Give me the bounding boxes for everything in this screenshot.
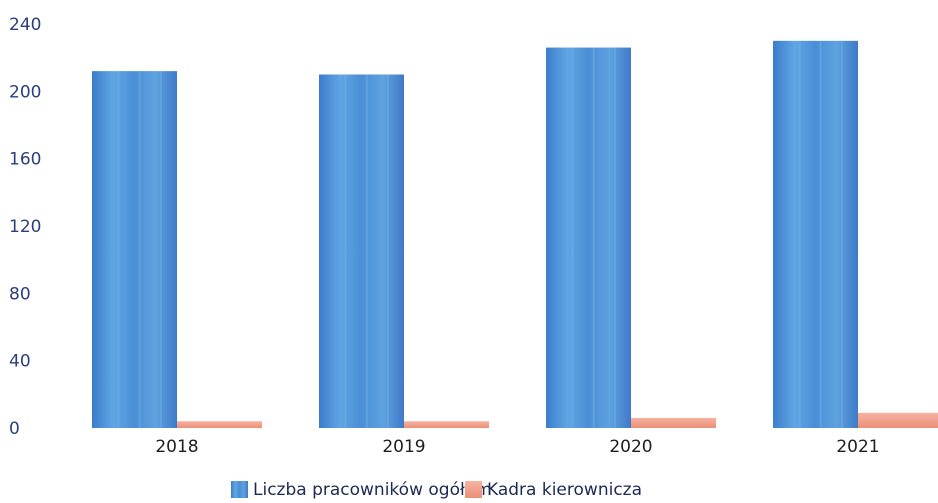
x-tick-label: 2018 bbox=[155, 437, 198, 457]
bar-texture bbox=[841, 40, 843, 428]
bar-texture bbox=[344, 74, 347, 428]
y-tick-label: 0 bbox=[9, 419, 20, 439]
y-tick-label: 240 bbox=[9, 15, 41, 35]
bar-management bbox=[177, 421, 262, 428]
x-tick-label: 2021 bbox=[836, 437, 879, 457]
bar-texture bbox=[571, 47, 574, 429]
y-tick-label: 160 bbox=[9, 150, 41, 170]
legend-swatch bbox=[465, 481, 482, 498]
bar-texture bbox=[117, 71, 120, 428]
bar-texture bbox=[614, 47, 616, 429]
x-tick-label: 2019 bbox=[382, 437, 425, 457]
bar-total-employees bbox=[319, 74, 404, 428]
bar-texture bbox=[160, 71, 162, 428]
bar-texture bbox=[138, 71, 141, 428]
y-axis: 0 40 80 120 160 200 240 bbox=[9, 15, 41, 439]
legend-swatch bbox=[231, 481, 248, 498]
bar-texture bbox=[819, 40, 822, 428]
bar-management bbox=[858, 412, 938, 428]
bar-management bbox=[631, 417, 716, 428]
bar-total-employees bbox=[773, 40, 858, 428]
bar-texture bbox=[387, 74, 389, 428]
y-tick-label: 40 bbox=[9, 352, 31, 372]
x-tick-label: 2020 bbox=[609, 437, 652, 457]
y-tick-label: 80 bbox=[9, 284, 31, 304]
bar-texture bbox=[592, 47, 595, 429]
legend-label: Liczba pracowników ogółem bbox=[253, 480, 492, 500]
bar-management bbox=[404, 421, 489, 428]
legend-label: Kadra kierownicza bbox=[487, 480, 642, 500]
y-tick-label: 120 bbox=[9, 217, 41, 237]
bar-texture bbox=[365, 74, 368, 428]
bars bbox=[92, 40, 938, 429]
bar-texture bbox=[798, 40, 801, 428]
bar-total-employees bbox=[92, 71, 177, 428]
bar-total-employees bbox=[546, 47, 631, 429]
y-tick-label: 200 bbox=[9, 82, 41, 102]
x-axis: 2018 2019 2020 2021 bbox=[155, 437, 879, 457]
